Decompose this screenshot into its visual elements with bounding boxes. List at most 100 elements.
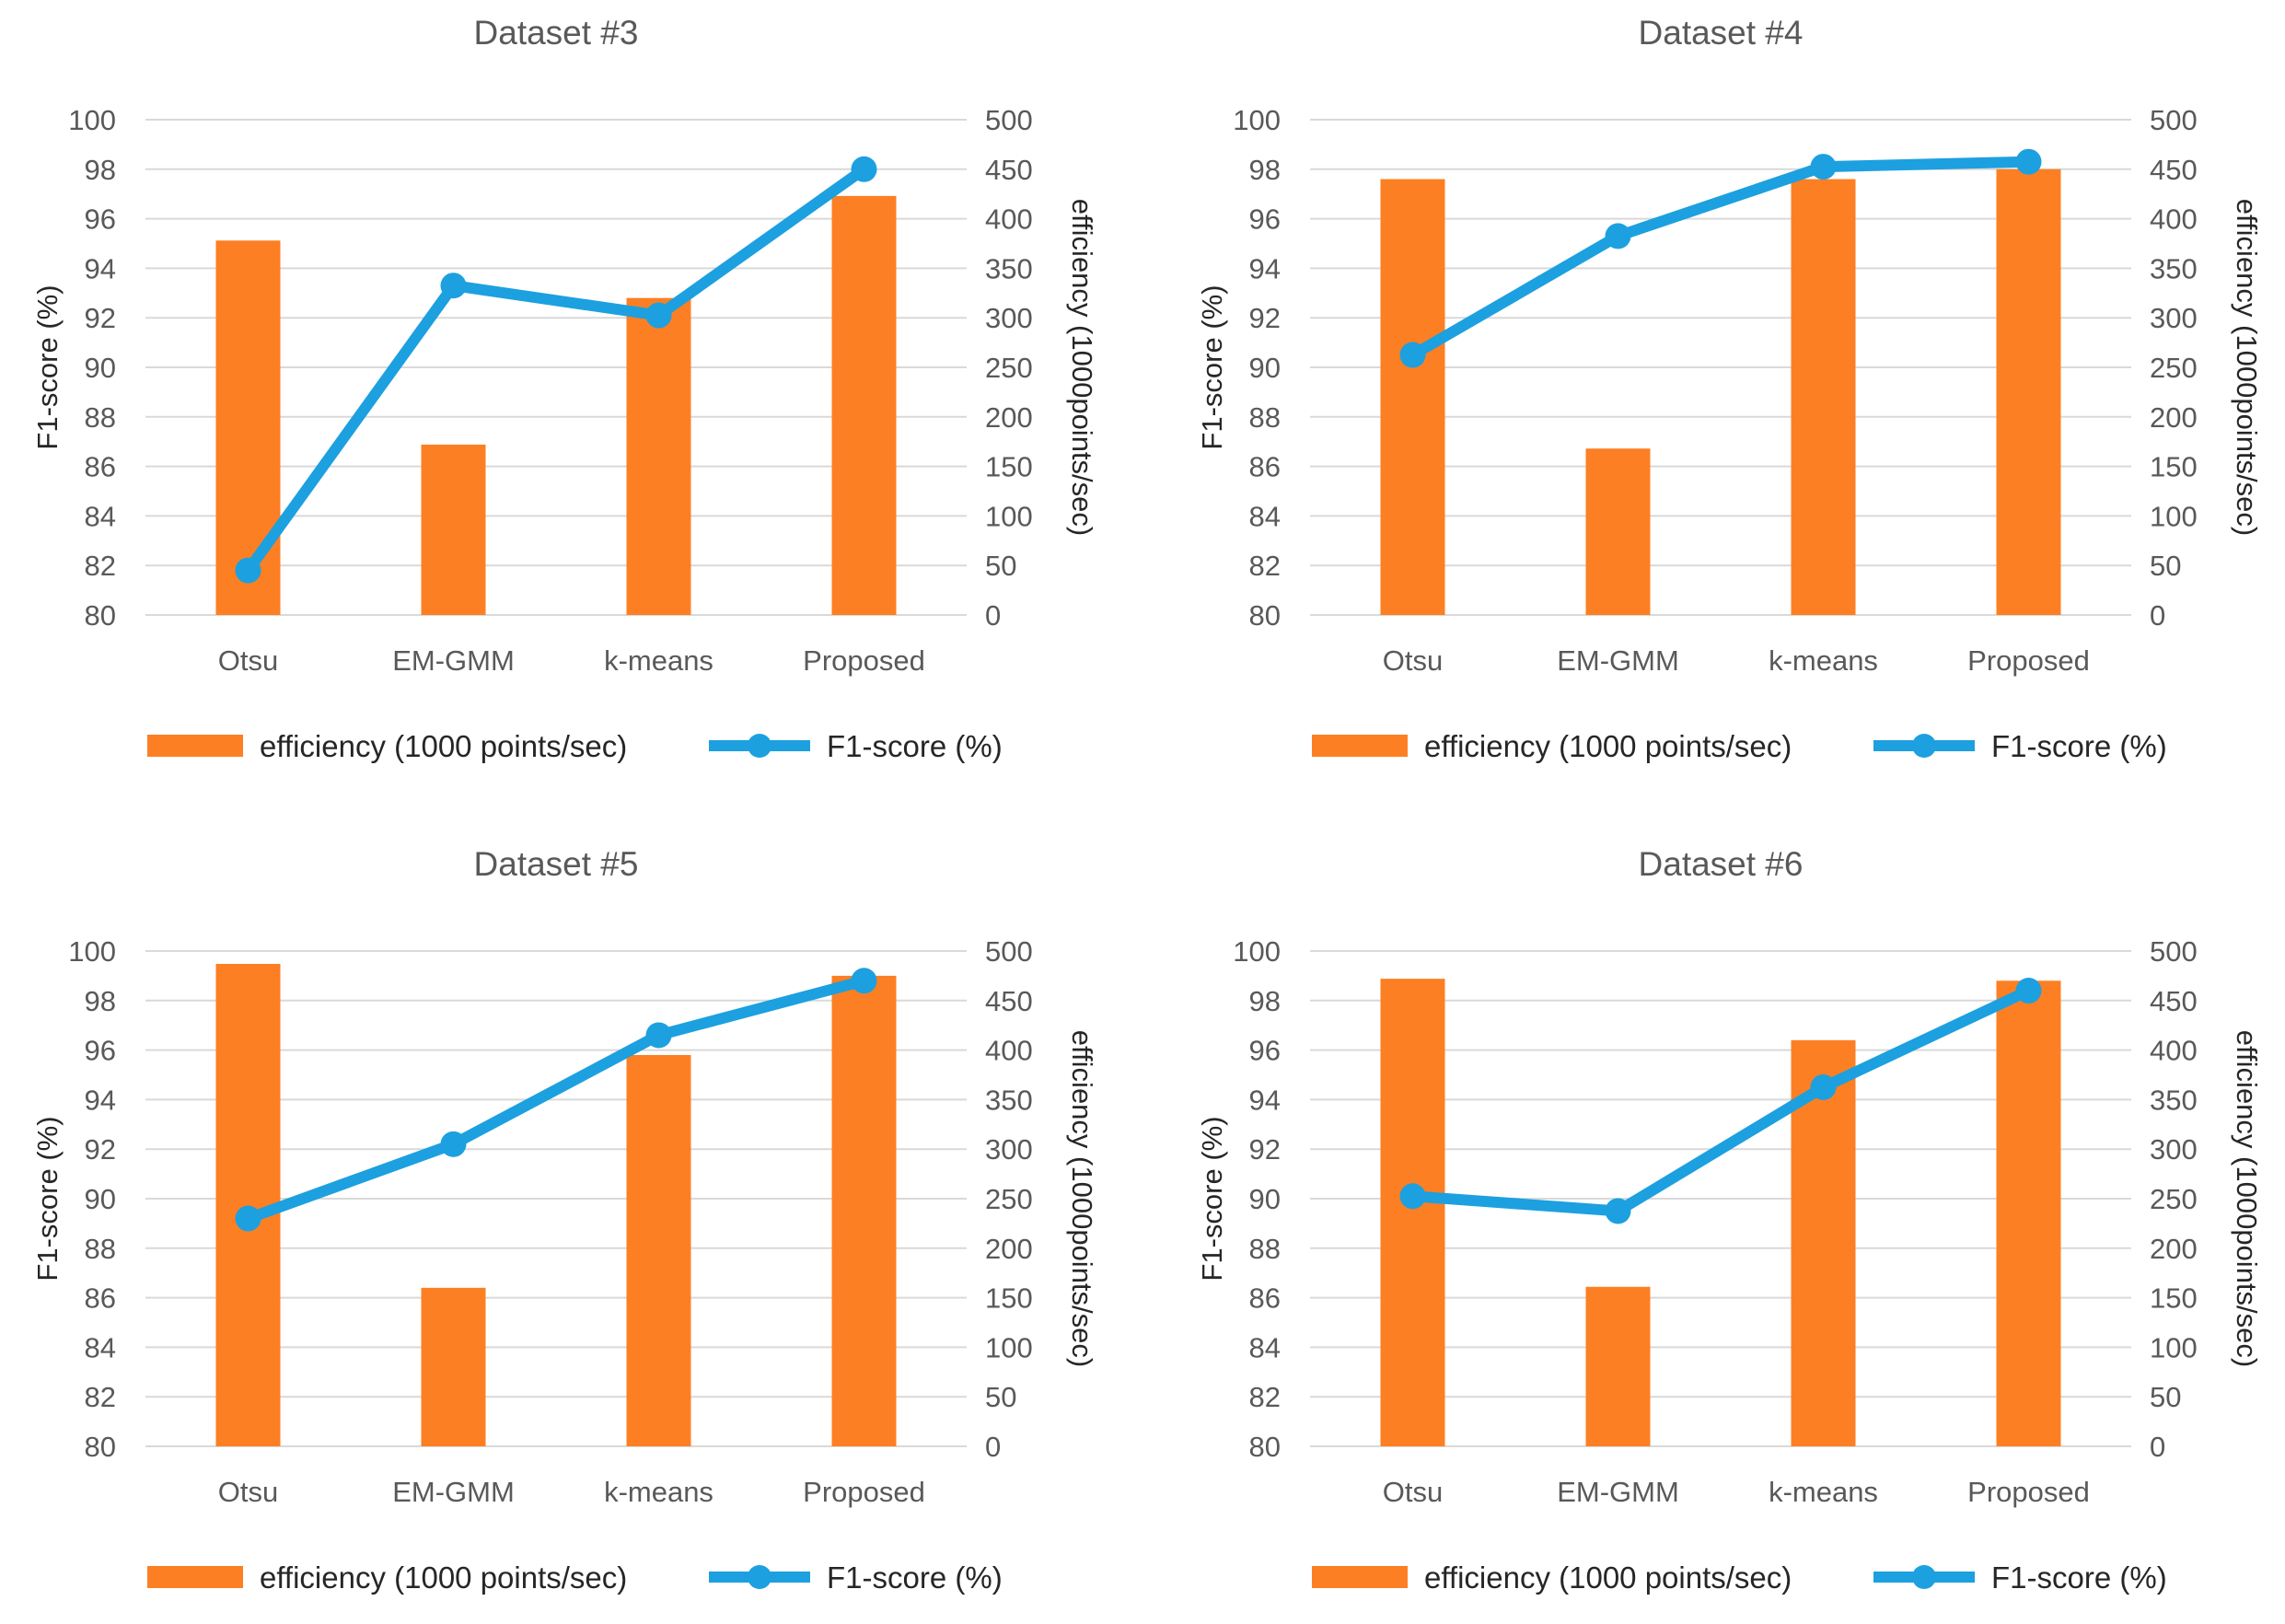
y-right-axis-title: efficiency (1000points/sec) <box>2231 1030 2263 1367</box>
efficiency-bar <box>215 240 281 615</box>
y-right-tick-label: 50 <box>2150 1381 2181 1413</box>
efficiency-bar <box>1380 979 1445 1446</box>
y-right-tick-label: 150 <box>985 1282 1033 1315</box>
y-right-tick-label: 0 <box>2150 599 2165 632</box>
efficiency-bar <box>1791 1039 1856 1446</box>
y-left-tick-label: 84 <box>85 500 116 532</box>
y-left-axis-title: F1-score (%) <box>31 284 64 449</box>
y-right-tick-label: 350 <box>985 1084 1033 1116</box>
f1-score-point <box>645 1022 672 1049</box>
chart-panel: Dataset #4 80 82 84 86 88 90 92 94 96 98 100 0 50 100 1… <box>1196 14 2263 763</box>
legend-efficiency-label: efficiency (1000 points/sec) <box>1424 729 1792 763</box>
y-right-tick-label: 500 <box>985 104 1033 136</box>
y-left-tick-label: 90 <box>1249 352 1281 384</box>
y-left-axis-title: F1-score (%) <box>1196 1116 1228 1281</box>
legend-f1-swatch-marker <box>748 734 771 758</box>
f1-score-line <box>243 164 867 574</box>
y-right-tick-label: 300 <box>985 1133 1033 1166</box>
f1-score-point <box>2015 978 2042 1004</box>
efficiency-bar <box>831 195 897 616</box>
chart-panel: Dataset #5 80 82 84 86 88 90 92 94 96 98 100 0 50 100 1… <box>31 845 1098 1595</box>
f1-score-point <box>1605 1198 1631 1224</box>
efficiency-bar <box>626 1054 691 1446</box>
legend-efficiency-swatch <box>147 735 243 757</box>
y-right-tick-label: 0 <box>2150 1431 2165 1463</box>
f1-score-point <box>1810 154 1837 180</box>
y-right-tick-label: 500 <box>2150 104 2198 136</box>
y-left-tick-label: 80 <box>85 599 116 632</box>
f1-score-point <box>440 273 467 299</box>
y-left-tick-label: 98 <box>1249 985 1281 1017</box>
y-left-tick-label: 98 <box>85 985 116 1017</box>
y-left-tick-label: 100 <box>68 104 116 136</box>
f1-score-line <box>1409 156 2029 360</box>
y-left-axis-title: F1-score (%) <box>31 1116 64 1281</box>
f1-score-point <box>1810 1073 1837 1100</box>
f1-score-line <box>1412 985 2032 1217</box>
y-right-tick-label: 450 <box>985 154 1033 186</box>
y-right-tick-label: 400 <box>985 203 1033 236</box>
efficiency-bar <box>1791 179 1856 615</box>
y-right-tick-label: 350 <box>985 252 1033 284</box>
y-left-tick-label: 84 <box>85 1331 116 1363</box>
y-left-tick-label: 98 <box>1249 154 1281 186</box>
y-left-tick-label: 96 <box>1249 1035 1281 1067</box>
efficiency-bar <box>626 297 691 615</box>
legend-efficiency-swatch <box>1312 1566 1408 1588</box>
legend-f1-swatch-marker <box>748 1565 771 1589</box>
y-right-tick-label: 150 <box>985 451 1033 483</box>
y-right-tick-label: 150 <box>2150 451 2198 483</box>
y-right-tick-label: 400 <box>985 1035 1033 1067</box>
f1-score-point <box>851 968 877 994</box>
f1-score-point <box>1399 342 1426 368</box>
y-right-tick-label: 0 <box>985 1431 1001 1463</box>
efficiency-bar <box>421 444 486 615</box>
y-right-tick-label: 150 <box>2150 1282 2198 1315</box>
y-right-tick-label: 200 <box>985 1233 1033 1265</box>
x-category-label: k-means <box>1769 1476 1878 1508</box>
y-right-tick-label: 350 <box>2150 1084 2198 1116</box>
efficiency-bar <box>1996 168 2061 616</box>
f1-score-point <box>235 557 261 584</box>
y-left-tick-label: 86 <box>1249 1282 1281 1315</box>
y-left-tick-label: 96 <box>1249 203 1281 236</box>
y-left-tick-label: 86 <box>1249 451 1281 483</box>
y-right-tick-label: 50 <box>985 1381 1016 1413</box>
y-right-tick-label: 200 <box>985 401 1033 434</box>
y-right-axis-title: efficiency (1000points/sec) <box>2231 199 2263 536</box>
x-category-label: EM-GMM <box>392 644 515 677</box>
y-left-tick-label: 82 <box>1249 550 1281 582</box>
y-right-tick-label: 500 <box>2150 935 2198 968</box>
y-left-tick-label: 92 <box>1249 1133 1281 1166</box>
y-right-tick-label: 250 <box>985 1183 1033 1215</box>
y-left-tick-label: 94 <box>85 252 116 284</box>
y-right-tick-label: 400 <box>2150 1035 2198 1067</box>
y-right-tick-label: 250 <box>985 352 1033 384</box>
legend-f1-label: F1-score (%) <box>827 729 1003 763</box>
x-category-label: EM-GMM <box>392 1476 515 1508</box>
x-category-label: Proposed <box>1967 644 2090 677</box>
y-left-tick-label: 86 <box>85 451 116 483</box>
y-right-tick-label: 500 <box>985 935 1033 968</box>
y-left-tick-label: 88 <box>85 401 116 434</box>
y-right-tick-label: 350 <box>2150 252 2198 284</box>
y-left-tick-label: 94 <box>85 1084 116 1116</box>
x-category-label: Otsu <box>218 1476 278 1508</box>
f1-score-point <box>2015 148 2042 175</box>
y-right-tick-label: 50 <box>2150 550 2181 582</box>
x-category-label: EM-GMM <box>1557 1476 1679 1508</box>
y-right-tick-label: 450 <box>2150 154 2198 186</box>
y-right-tick-label: 100 <box>985 500 1033 532</box>
y-left-tick-label: 90 <box>1249 1183 1281 1215</box>
y-left-tick-label: 100 <box>68 935 116 968</box>
x-category-label: k-means <box>604 644 713 677</box>
y-left-tick-label: 92 <box>85 302 116 334</box>
efficiency-bar <box>1585 448 1651 615</box>
y-left-tick-label: 96 <box>85 1035 116 1067</box>
y-left-tick-label: 94 <box>1249 1084 1281 1116</box>
chart-title: Dataset #4 <box>1639 14 1804 52</box>
x-category-label: Otsu <box>1383 1476 1443 1508</box>
legend-f1-label: F1-score (%) <box>1991 1560 2167 1595</box>
x-category-label: Proposed <box>1967 1476 2090 1508</box>
y-right-axis-title: efficiency (1000points/sec) <box>1066 1030 1098 1367</box>
